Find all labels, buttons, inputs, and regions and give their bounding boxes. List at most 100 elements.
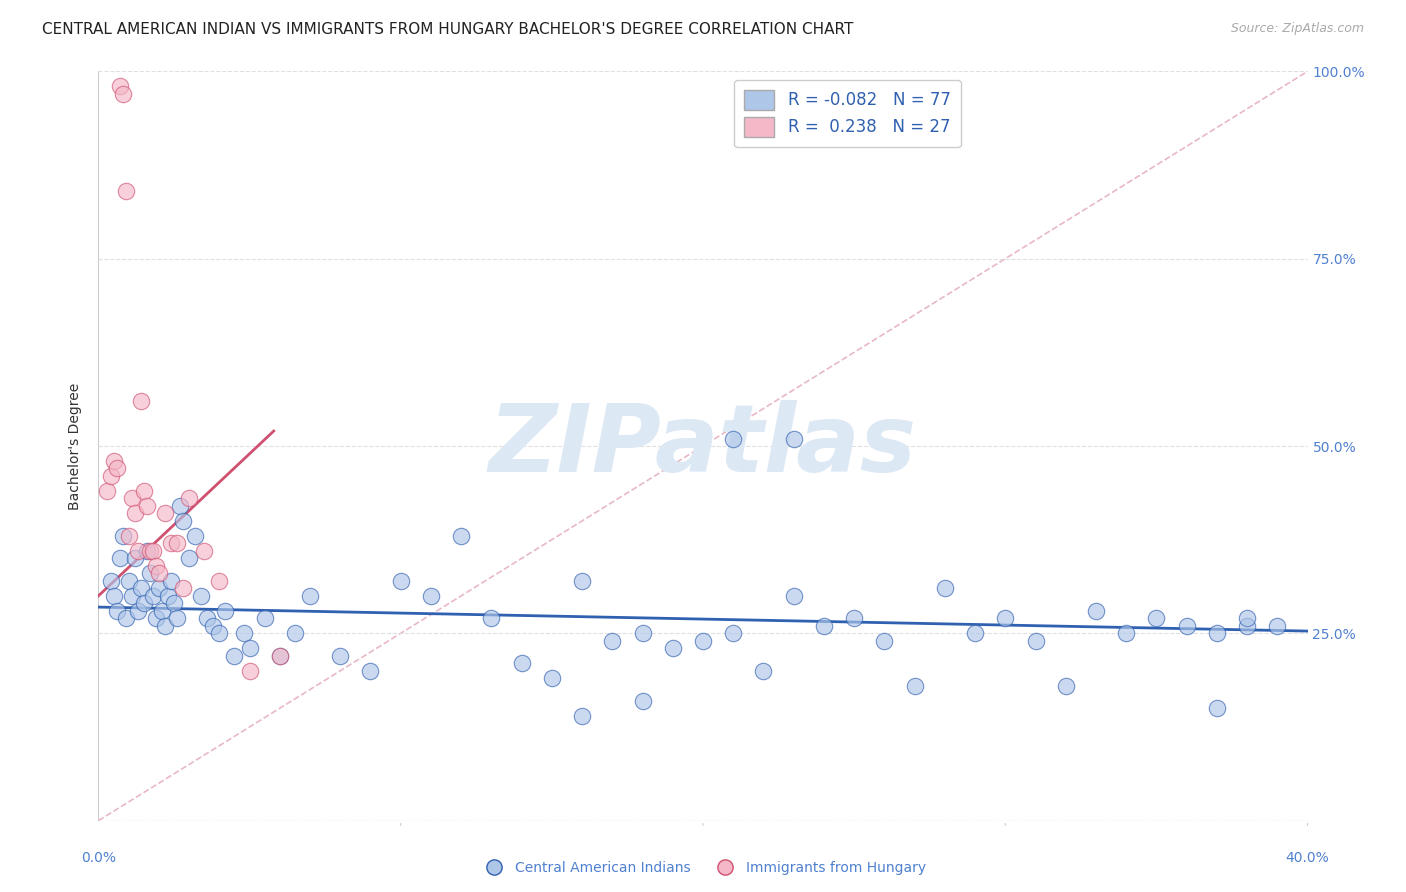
Point [1206,701,1229,715]
Point [150,604,173,618]
Point [1024,633,1046,648]
Point [145,558,167,573]
Point [103,589,125,603]
Point [329,648,352,663]
Point [208,626,231,640]
Point [108,79,131,94]
Point [904,679,927,693]
Point [169,499,191,513]
Point [195,611,218,625]
Point [156,589,179,603]
Point [389,574,412,588]
Point [132,483,155,498]
Point [239,641,262,656]
Point [602,633,624,648]
Point [360,664,382,678]
Point [118,529,141,543]
Point [450,529,472,543]
Point [148,582,170,596]
Point [239,664,262,678]
Point [994,611,1017,625]
Point [172,514,194,528]
Text: 40.0%: 40.0% [1285,851,1330,865]
Point [269,648,291,663]
Point [105,461,128,475]
Point [160,536,183,550]
Point [111,87,134,101]
Point [142,544,165,558]
Point [208,574,231,588]
Point [873,633,896,648]
Point [153,507,176,521]
Point [420,589,443,603]
Text: Source: ZipAtlas.com: Source: ZipAtlas.com [1230,22,1364,36]
Point [1085,604,1108,618]
Point [127,544,149,558]
Point [965,626,987,640]
Point [179,551,201,566]
Point [166,611,188,625]
Point [121,589,143,603]
Point [661,641,683,656]
Point [1236,619,1258,633]
Point [1206,626,1229,640]
Point [118,574,141,588]
Point [571,574,593,588]
Point [127,604,149,618]
Point [631,626,654,640]
Point [145,611,167,625]
Point [100,574,122,588]
Point [631,694,654,708]
Point [100,469,122,483]
Point [160,574,183,588]
Point [135,499,157,513]
Legend: Central American Indians, Immigrants from Hungary: Central American Indians, Immigrants fro… [474,855,932,880]
Point [114,611,136,625]
Point [124,551,146,566]
Point [111,529,134,543]
Point [1115,626,1137,640]
Point [214,604,236,618]
Point [105,604,128,618]
Point [121,491,143,506]
Point [813,619,835,633]
Point [179,491,201,506]
Point [1054,679,1077,693]
Point [153,619,176,633]
Text: 0.0%: 0.0% [82,851,115,865]
Point [129,582,152,596]
Point [190,589,212,603]
Y-axis label: Bachelor's Degree: Bachelor's Degree [69,383,83,509]
Point [844,611,866,625]
Text: ZIPatlas: ZIPatlas [489,400,917,492]
Point [510,657,533,671]
Point [1236,611,1258,625]
Point [299,589,322,603]
Point [132,596,155,610]
Point [1175,619,1198,633]
Point [114,184,136,198]
Point [139,544,162,558]
Point [783,432,806,446]
Point [142,589,165,603]
Point [139,566,162,581]
Point [232,626,254,640]
Point [166,536,188,550]
Point [934,582,956,596]
Point [135,544,157,558]
Point [224,648,246,663]
Point [481,611,503,625]
Point [124,507,146,521]
Point [108,551,131,566]
Point [1144,611,1167,625]
Point [723,626,745,640]
Point [253,611,276,625]
Point [172,582,194,596]
Text: CENTRAL AMERICAN INDIAN VS IMMIGRANTS FROM HUNGARY BACHELOR'S DEGREE CORRELATION: CENTRAL AMERICAN INDIAN VS IMMIGRANTS FR… [42,22,853,37]
Point [193,544,215,558]
Point [723,432,745,446]
Point [752,664,775,678]
Legend: R = -0.082   N = 77, R =  0.238   N = 27: R = -0.082 N = 77, R = 0.238 N = 27 [734,79,960,147]
Point [96,483,118,498]
Point [148,566,170,581]
